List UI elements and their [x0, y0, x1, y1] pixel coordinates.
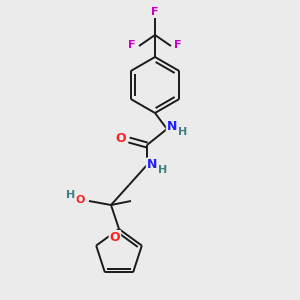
- Text: O: O: [110, 231, 120, 244]
- Text: F: F: [174, 40, 182, 50]
- Text: F: F: [151, 7, 159, 17]
- Text: N: N: [167, 121, 177, 134]
- Text: H: H: [178, 127, 188, 137]
- Text: N: N: [147, 158, 157, 172]
- Text: O: O: [116, 131, 126, 145]
- Text: F: F: [128, 40, 136, 50]
- Text: O: O: [75, 195, 85, 205]
- Text: H: H: [66, 190, 76, 200]
- Text: H: H: [158, 165, 168, 175]
